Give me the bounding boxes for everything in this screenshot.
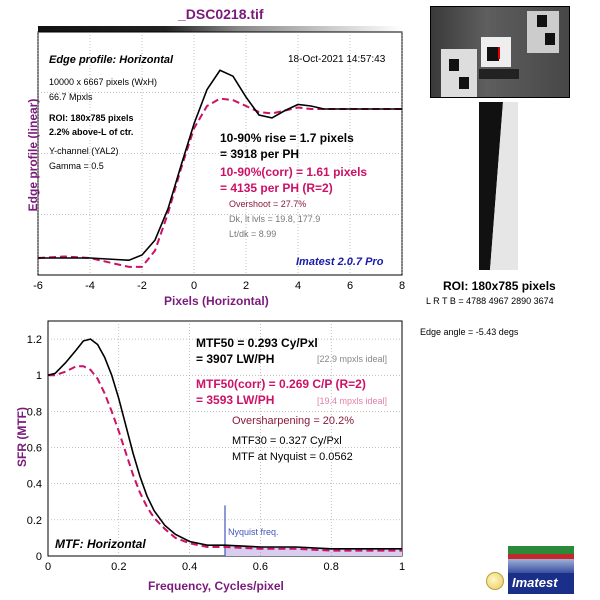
overshoot-text: Overshoot = 27.7% xyxy=(229,199,307,209)
mtf50-corr-lwph: = 3593 LW/PH xyxy=(196,393,275,407)
mtf-y-tick-label: 0.6 xyxy=(27,443,42,455)
mtf-y-tick-label: 1.2 xyxy=(27,334,42,346)
mtf50-lwph: = 3907 LW/PH xyxy=(196,352,275,366)
rise-corr-value: 10-90%(corr) = 1.61 pixels xyxy=(220,165,368,179)
mtf50-ideal: [22.9 mpxls ideal] xyxy=(317,354,388,364)
mtf-y-tick-label: 0.2 xyxy=(27,515,42,527)
ratio-text: Lt/dk = 8.99 xyxy=(229,229,277,239)
mtf-corrected-series xyxy=(48,365,402,552)
thumbnail-square-2 xyxy=(459,77,469,89)
mtf-nyquist-text: MTF at Nyquist = 0.0562 xyxy=(232,451,353,463)
rise-value: 10-90% rise = 1.7 pixels xyxy=(220,131,354,145)
thumbnail-square-1 xyxy=(449,59,459,71)
mtf-measured-series xyxy=(47,338,402,550)
edge-x-tick-label: 6 xyxy=(347,280,353,292)
mtf-x-tick-label: 0.8 xyxy=(324,561,339,573)
thumbnail-square-3 xyxy=(537,15,547,27)
mtf-y-tick-label: 1 xyxy=(36,370,42,382)
mtf-ylabel: SFR (MTF) xyxy=(15,407,29,467)
roi-location: 2.2% above-L of ctr. xyxy=(49,127,134,137)
mtf-x-tick-label: 0.4 xyxy=(182,561,197,573)
thumbnail-center-dark xyxy=(487,47,499,61)
roi-crop xyxy=(479,102,518,270)
edge-ylabel: Edge profile (linear) xyxy=(26,98,40,212)
software-version: Imatest 2.0.7 Pro xyxy=(296,256,384,268)
edge-x-tick-label: 4 xyxy=(295,280,301,292)
thumbnail-square-4 xyxy=(545,33,555,45)
nyquist-label: Nyquist freq. xyxy=(228,527,279,537)
edge-x-tick-label: 2 xyxy=(243,280,249,292)
edge-x-tick-label: -2 xyxy=(137,280,147,292)
rise-corr-per-ph: = 4135 per PH (R=2) xyxy=(220,181,333,195)
logo-green-stripe xyxy=(508,546,574,554)
logo-red-stripe xyxy=(508,554,574,559)
oversharpening-text: Oversharpening = 20.2% xyxy=(232,415,354,427)
levels-text: Dk, lt lvls = 19.8, 177.9 xyxy=(229,214,321,224)
mtf50-value: MTF50 = 0.293 Cy/Pxl xyxy=(196,336,318,350)
edge-measured-series xyxy=(38,69,402,262)
roi-size: ROI: 180x785 pixels xyxy=(49,113,134,123)
logo-light-band xyxy=(508,559,574,573)
channel-info: Y-channel (YAL2) xyxy=(49,146,119,156)
edge-heading: Edge profile: Horizontal xyxy=(49,54,174,66)
mtf-xlabel: Frequency, Cycles/pixel xyxy=(148,579,284,593)
edge-x-tick-label: 0 xyxy=(191,280,197,292)
mtf30-text: MTF30 = 0.327 Cy/Pxl xyxy=(232,435,342,447)
thumbnail-card xyxy=(441,49,477,97)
tone-gradient-bar xyxy=(38,26,402,32)
edge-corrected-series xyxy=(37,97,402,268)
file-title: _DSC0218.tif xyxy=(178,6,264,22)
mtf-x-tick-label: 0 xyxy=(45,561,51,573)
roi-coordinates: L R T B = 4788 4967 2890 3674 xyxy=(426,296,554,306)
logo-sun-icon xyxy=(486,572,504,590)
target-thumbnail xyxy=(430,6,570,98)
mtf-y-tick-label: 0 xyxy=(36,551,42,563)
edge-angle: Edge angle = -5.43 degs xyxy=(420,327,519,337)
gamma-info: Gamma = 0.5 xyxy=(49,161,104,171)
roi-caption: ROI: 180x785 pixels xyxy=(443,279,556,293)
edge-x-tick-label: -6 xyxy=(33,280,43,292)
thumbnail-base xyxy=(479,69,519,79)
mtf50-corr-value: MTF50(corr) = 0.269 C/P (R=2) xyxy=(196,377,366,391)
mtf-y-tick-label: 0.8 xyxy=(27,406,42,418)
mtf-x-tick-label: 0.2 xyxy=(111,561,126,573)
edge-xlabel: Pixels (Horizontal) xyxy=(164,294,269,308)
edge-x-tick-label: 8 xyxy=(399,280,405,292)
thumbnail-roi-marker xyxy=(498,47,500,59)
mtf-heading: MTF: Horizontal xyxy=(55,537,146,551)
edge-timestamp: 18-Oct-2021 14:57:43 xyxy=(288,54,386,65)
mtf-x-tick-label: 0.6 xyxy=(253,561,268,573)
imatest-logo: Imatest xyxy=(508,546,574,594)
mtf-y-tick-label: 0.4 xyxy=(27,479,42,491)
rise-per-ph: = 3918 per PH xyxy=(220,147,300,161)
edge-x-tick-label: -4 xyxy=(85,280,95,292)
mtf-x-tick-label: 1 xyxy=(399,561,405,573)
megapixel-info: 66.7 Mpxls xyxy=(49,92,93,102)
logo-text: Imatest xyxy=(512,575,558,590)
image-size-info: 10000 x 6667 pixels (WxH) xyxy=(49,77,158,87)
mtf50-corr-ideal: [19.4 mpxls ideal] xyxy=(317,396,388,406)
